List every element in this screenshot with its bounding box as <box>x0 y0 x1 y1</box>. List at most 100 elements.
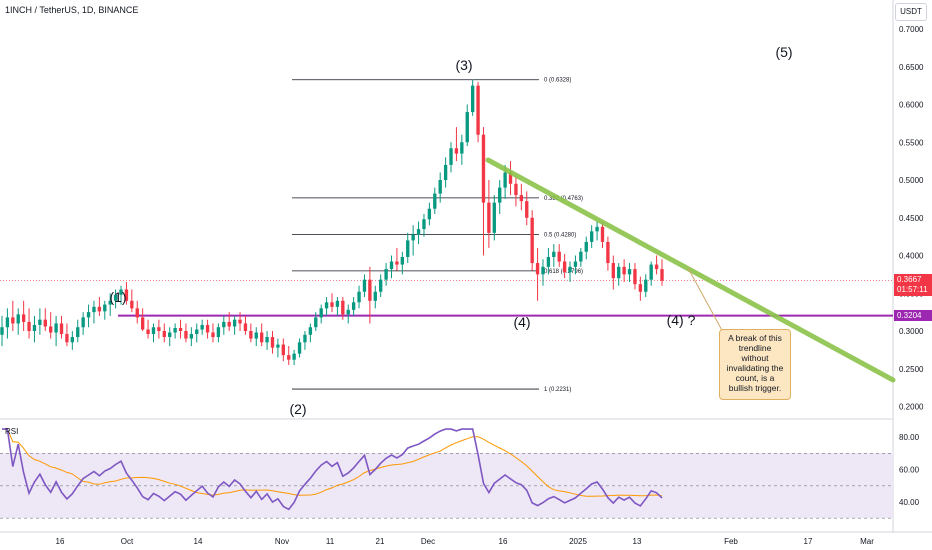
candle-body <box>351 302 356 310</box>
candle-body <box>21 314 26 322</box>
candle-body <box>633 269 637 285</box>
candle-body <box>335 300 340 307</box>
candle-body <box>157 327 161 331</box>
price-tick-label: 0.2500 <box>899 365 924 374</box>
candle-body <box>595 226 599 232</box>
candle-body <box>368 279 372 301</box>
candle-body <box>76 327 80 338</box>
candle-body <box>514 183 518 196</box>
candle-body <box>395 261 399 265</box>
candle-body <box>552 251 556 258</box>
candle-body <box>427 208 432 220</box>
time-tick-label: 21 <box>376 537 385 546</box>
candle-body <box>162 331 166 338</box>
candle-body <box>438 180 442 194</box>
candle-body <box>492 202 496 233</box>
trendline[interactable] <box>485 157 896 383</box>
rsi-indicator[interactable] <box>2 428 663 511</box>
wave-labels: (1) (2) (3) (4) (4) ? (5) <box>109 44 792 417</box>
candle-body <box>86 312 91 318</box>
candle-body <box>238 319 242 324</box>
price-tick-label: 0.6000 <box>899 101 924 110</box>
symbol-title[interactable]: 1INCH / TetherUS, 1D, BINANCE <box>5 5 139 15</box>
time-tick-label: 11 <box>326 537 335 546</box>
candle-body <box>530 217 534 264</box>
candle-body <box>314 317 318 328</box>
callout-line: invalidating the <box>726 363 784 373</box>
time-tick-label: 2025 <box>569 537 587 546</box>
time-tick-label: Feb <box>724 537 738 546</box>
candle-body <box>606 241 610 264</box>
price-axis[interactable]: 0.20000.25000.30000.35000.40000.45000.50… <box>899 25 924 412</box>
candle-body <box>32 324 37 331</box>
candle-body <box>146 329 150 335</box>
countdown-timer: 01:57:11 <box>897 284 928 294</box>
candle-body <box>535 263 540 275</box>
candle-body <box>119 289 123 295</box>
candle-body <box>27 321 31 331</box>
candle-body <box>498 187 502 203</box>
candle-body <box>265 337 269 343</box>
time-tick-label: Dec <box>421 537 435 546</box>
rsi-guides <box>0 453 893 519</box>
currency-button[interactable]: USDT <box>895 3 927 21</box>
candle-body <box>638 284 643 292</box>
price-tick-label: 0.7000 <box>899 25 924 34</box>
candle-body <box>216 327 221 338</box>
callout-note[interactable]: A break of this trendline without invali… <box>719 329 791 400</box>
price-tick-label: 0.6500 <box>899 63 924 72</box>
candle-body <box>465 112 469 143</box>
candle-body <box>113 294 118 301</box>
fib-retracement[interactable]: 0 (0.6328)0.382 (0.4763)0.5 (0.4280)0.61… <box>292 78 583 393</box>
candle-body <box>649 264 653 280</box>
candle-body <box>281 344 285 356</box>
fib-level-label: 0 (0.6328) <box>544 78 571 84</box>
price-tick-label: 0.5000 <box>899 176 924 185</box>
candle-body <box>384 269 388 280</box>
time-tick-label: 13 <box>633 537 642 546</box>
candle-body <box>373 291 377 301</box>
wave-label-3: (3) <box>455 57 472 73</box>
price-tick-label: 0.4500 <box>899 214 924 223</box>
rsi-label[interactable]: RSI <box>5 427 19 436</box>
candle-body <box>97 306 102 312</box>
candle-body <box>259 332 264 343</box>
candle-body <box>330 302 334 307</box>
candle-body <box>205 324 210 333</box>
candle-body <box>270 337 275 348</box>
candle-body <box>660 269 664 281</box>
candle-body <box>189 334 194 339</box>
time-axis[interactable]: 16 Oct 14 Nov 11 21 Dec 16 2025 13 Feb 17 Mar <box>56 537 875 546</box>
candle-body <box>65 334 69 343</box>
candle-body <box>151 327 156 335</box>
candle-body <box>627 269 632 275</box>
candle-body <box>249 331 253 339</box>
candle-body <box>622 266 626 275</box>
candle-body <box>303 334 307 343</box>
candle-body <box>617 266 621 279</box>
candle-body <box>276 344 280 348</box>
candle-body <box>130 300 134 309</box>
rsi-axis[interactable]: 80.00 60.00 40.00 <box>899 433 920 507</box>
wave-label-4-question: (4) ? <box>667 312 696 328</box>
candle-body <box>568 266 572 273</box>
candles[interactable] <box>0 79 664 365</box>
candle-body <box>519 195 524 202</box>
candle-body <box>11 317 15 324</box>
candle-body <box>81 317 85 328</box>
candle-body <box>5 317 10 328</box>
rsi-line <box>2 428 663 511</box>
time-tick-label: 16 <box>499 537 508 546</box>
wave-label-4: (4) <box>513 314 530 330</box>
candle-body <box>173 327 177 333</box>
candle-body <box>433 193 437 209</box>
candle-body <box>43 319 47 327</box>
candle-body <box>222 321 226 328</box>
candle-body <box>341 300 345 315</box>
candle-body <box>38 319 42 325</box>
fib-level-label: 0.5 (0.4280) <box>544 232 576 238</box>
callout-line: bullish trigger. <box>728 383 782 393</box>
price-tick-label: 0.3000 <box>899 327 924 336</box>
current-price-value: 0.3667 <box>897 274 922 284</box>
